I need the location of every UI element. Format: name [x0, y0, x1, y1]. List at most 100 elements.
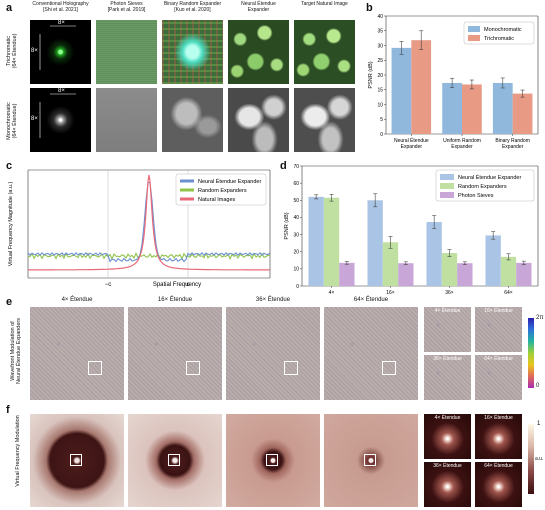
- bar: [411, 40, 432, 134]
- f-roi-box: [70, 454, 82, 466]
- y-tick-label: 10: [293, 267, 299, 273]
- e-inset-label: 36× Étendue: [433, 356, 462, 362]
- e-colorbar-bottom: 0: [536, 383, 540, 389]
- y-tick-label: 60: [293, 181, 299, 187]
- tile-neural-expander-monochromatic: [228, 88, 289, 152]
- bar: [308, 196, 324, 286]
- legend-label: Monochromatic: [484, 27, 522, 33]
- panel-a-column-header: Neural Étendue Expander: [241, 1, 276, 13]
- panel-d-label: d: [280, 160, 287, 172]
- e-inset-label: 4× Étendue: [434, 308, 461, 314]
- f-inset: 64× Étendue: [475, 462, 522, 507]
- y-tick-label: 0: [380, 132, 383, 138]
- bar: [462, 84, 482, 134]
- f-map-64x: [324, 414, 418, 507]
- x-tick-label: c: [187, 282, 190, 288]
- panel-a-label: a: [6, 2, 13, 14]
- tile-holography-monochromatic: 8× 8×: [30, 88, 91, 152]
- y-tick-label: 20: [377, 73, 383, 79]
- y-tick-label: 70: [293, 164, 299, 170]
- legend-label: Photon Sieves: [458, 193, 494, 199]
- e-inset-label: 16× Étendue: [484, 308, 513, 314]
- e-roi-box: [186, 361, 200, 375]
- f-roi-box: [168, 454, 180, 466]
- x-tick-label-line: Uniform Random: [443, 138, 481, 144]
- e-roi-box: [88, 361, 102, 375]
- x-tick-label: 64×: [504, 290, 513, 296]
- f-inset: 36× Étendue: [424, 462, 471, 507]
- x-tick-label-line: 64×: [504, 290, 513, 296]
- legend-swatch: [440, 192, 454, 198]
- bar: [382, 242, 399, 286]
- dim-label-vertical: 8×: [31, 48, 38, 54]
- y-tick-label: 40: [377, 14, 383, 20]
- panel-a-column-header: Photon Sieves [Park et al. 2019]: [107, 1, 146, 13]
- x-tick-label-line: Expander: [451, 144, 473, 150]
- tile-target-monochromatic: [294, 88, 355, 152]
- e-inset: 64× Étendue: [475, 355, 522, 400]
- bar: [492, 82, 513, 134]
- series-natural-images: [28, 174, 270, 271]
- panel-a-column-header: Binary Random Expander [Kuo et al. 2020]: [163, 1, 222, 13]
- dim-label-vertical: 8×: [31, 116, 38, 122]
- bar: [441, 253, 458, 286]
- e-inset: 16× Étendue: [475, 307, 522, 352]
- e-inset: 36× Étendue: [424, 355, 471, 400]
- y-tick-label: 35: [377, 29, 383, 35]
- legend-label: Trichromatic: [484, 36, 514, 42]
- tile-binary-random-trichromatic: [162, 20, 223, 84]
- y-tick-label: 20: [293, 250, 299, 256]
- panel-a-column-header: Target Natural Image: [301, 1, 348, 7]
- e-colorbar-top: 2π: [536, 315, 544, 321]
- e-roi-box: [284, 361, 298, 375]
- bar: [485, 235, 501, 286]
- bar: [500, 256, 517, 286]
- y-axis-label: PSNR (dB): [368, 61, 374, 88]
- x-tick-label-line: 4×: [329, 290, 335, 296]
- legend-swatch: [440, 174, 454, 180]
- x-tick-label: −c: [105, 282, 112, 288]
- legend-swatch: [468, 26, 480, 32]
- e-colorbar: [528, 318, 534, 388]
- x-tick-label: Uniform Random Expander: [443, 138, 481, 150]
- legend-label: Neural Étendue Expander: [458, 174, 521, 181]
- x-tick-label: 16×: [386, 290, 395, 296]
- y-tick-label: 30: [293, 232, 299, 238]
- panel-a-row-label-trichromatic: Trichromatic (64× Étendue): [6, 33, 18, 69]
- legend-box: [435, 169, 535, 202]
- panel-f-ylabel: Virtual Frequency Modulation: [15, 415, 21, 487]
- panel-b-label: b: [366, 2, 373, 14]
- dimension-arrows: [39, 25, 76, 70]
- x-tick-label-line: Expander: [502, 144, 524, 150]
- bar: [398, 263, 414, 286]
- bar: [339, 262, 355, 286]
- x-tick-label-line: 36×: [445, 290, 454, 296]
- bar: [457, 263, 473, 286]
- y-tick-label: 25: [377, 58, 383, 64]
- chart-d: 0 10 20 30 40 50 60 70 PSNR (dB) 4× 16× 36× 64× Neura…: [284, 164, 539, 296]
- tile-photon-sieves-monochromatic: [96, 88, 157, 152]
- bar: [391, 47, 412, 134]
- y-tick-label: 30: [377, 43, 383, 49]
- e-inset-label: 64× Étendue: [484, 356, 513, 362]
- f-map-36x: [226, 414, 320, 507]
- bar: [512, 93, 533, 134]
- x-tick-label-line: Binary Random: [495, 138, 529, 144]
- x-tick-label: Binary Random Expander: [495, 138, 529, 150]
- bar: [442, 82, 462, 134]
- dim-label-horizontal: 8×: [58, 20, 65, 26]
- series-random-expanders: [27, 251, 271, 261]
- chart-c: Virtual Frequency Magnitude (a.u.) −c cSpa…: [8, 169, 271, 288]
- f-inset-label: 16× Étendue: [484, 415, 513, 421]
- bar: [426, 222, 442, 286]
- dim-label-horizontal: 8×: [58, 88, 65, 94]
- y-tick-label: 50: [293, 198, 299, 204]
- bar: [516, 262, 532, 286]
- y-axis-label: PSNR (dB): [284, 212, 290, 239]
- legend-box: [175, 173, 267, 206]
- e-wavefront-map: [128, 307, 222, 400]
- panel-c-label: c: [6, 160, 13, 172]
- x-tick-label-line: Expander: [401, 144, 423, 150]
- e-wavefront-map: [226, 307, 320, 400]
- e-column-header: 16× Étendue: [157, 297, 193, 303]
